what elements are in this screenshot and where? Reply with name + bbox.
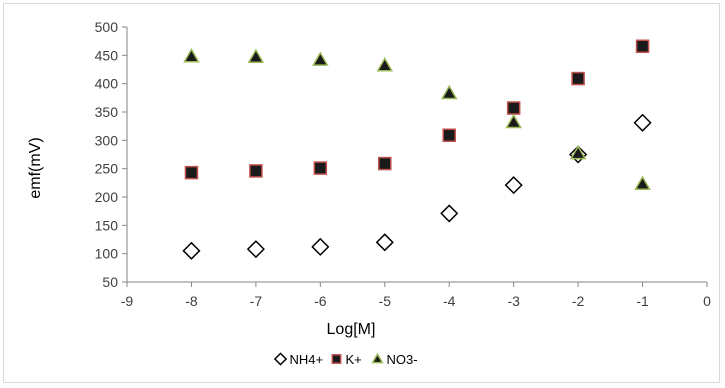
data-point	[183, 47, 200, 63]
data-points	[182, 39, 652, 260]
data-point	[378, 156, 392, 171]
data-point	[506, 101, 521, 115]
data-point	[634, 175, 651, 190]
data-point	[569, 144, 587, 160]
y-tick-label: 150	[95, 217, 119, 233]
data-point	[182, 241, 201, 260]
data-point	[249, 164, 263, 178]
legend-item: NO3-	[371, 352, 418, 367]
legend-label: K+	[346, 352, 362, 367]
y-tick-label: 200	[95, 189, 119, 205]
legend-item: K+	[331, 352, 362, 367]
x-tick-label: -1	[636, 293, 649, 309]
data-point	[571, 71, 585, 86]
legend: NH4+ K+ NO3-	[273, 352, 418, 367]
data-point	[440, 204, 459, 223]
y-tick-label: 300	[95, 132, 119, 148]
data-point	[313, 161, 328, 175]
y-tick-labels: 50 100 150 200 250 300 350 400 450 500	[95, 19, 119, 290]
y-axis-title: emf(mV)	[27, 137, 44, 198]
x-tick-label: -7	[250, 293, 263, 309]
data-point	[247, 48, 265, 64]
y-tick-label: 100	[95, 246, 119, 262]
data-point	[184, 165, 199, 180]
data-point	[311, 237, 330, 256]
legend-marker	[331, 354, 342, 364]
x-tick-label: -8	[185, 293, 198, 309]
y-tick-label: 450	[95, 47, 119, 63]
data-point	[375, 233, 394, 252]
x-tick-label: -2	[572, 293, 585, 309]
x-tick-label: -9	[121, 293, 134, 309]
data-point	[504, 176, 523, 195]
data-point	[440, 84, 458, 100]
x-tick-label: -4	[443, 293, 456, 309]
data-point	[635, 39, 650, 54]
series-no3	[183, 47, 651, 190]
data-point	[246, 240, 265, 259]
x-tick-label: -3	[507, 293, 520, 309]
chart-frame	[3, 3, 720, 383]
x-axis-title: Log[M]	[327, 321, 376, 338]
x-tick-label: -5	[379, 293, 392, 309]
x-tick-label: -6	[314, 293, 327, 309]
data-point	[376, 57, 394, 72]
y-tick-label: 400	[95, 76, 119, 92]
legend-label: NH4+	[290, 352, 324, 367]
data-point	[633, 113, 652, 132]
data-point	[312, 51, 329, 66]
x-tick-label: 0	[703, 293, 711, 309]
y-tick-label: 250	[95, 161, 119, 177]
series-nh4	[182, 113, 652, 260]
legend-marker	[273, 352, 288, 366]
x-tick-labels: -9 -8 -7 -6 -5 -4 -3 -2 -1 0	[121, 293, 711, 309]
data-point	[505, 113, 522, 129]
legend-marker	[371, 352, 384, 364]
axes	[122, 26, 708, 287]
legend-item: NH4+	[273, 352, 324, 367]
y-tick-label: 500	[95, 19, 119, 35]
legend-label: NO3-	[387, 352, 418, 367]
y-tick-label: 350	[95, 104, 119, 120]
y-tick-label: 50	[102, 274, 118, 290]
data-point	[442, 128, 456, 142]
